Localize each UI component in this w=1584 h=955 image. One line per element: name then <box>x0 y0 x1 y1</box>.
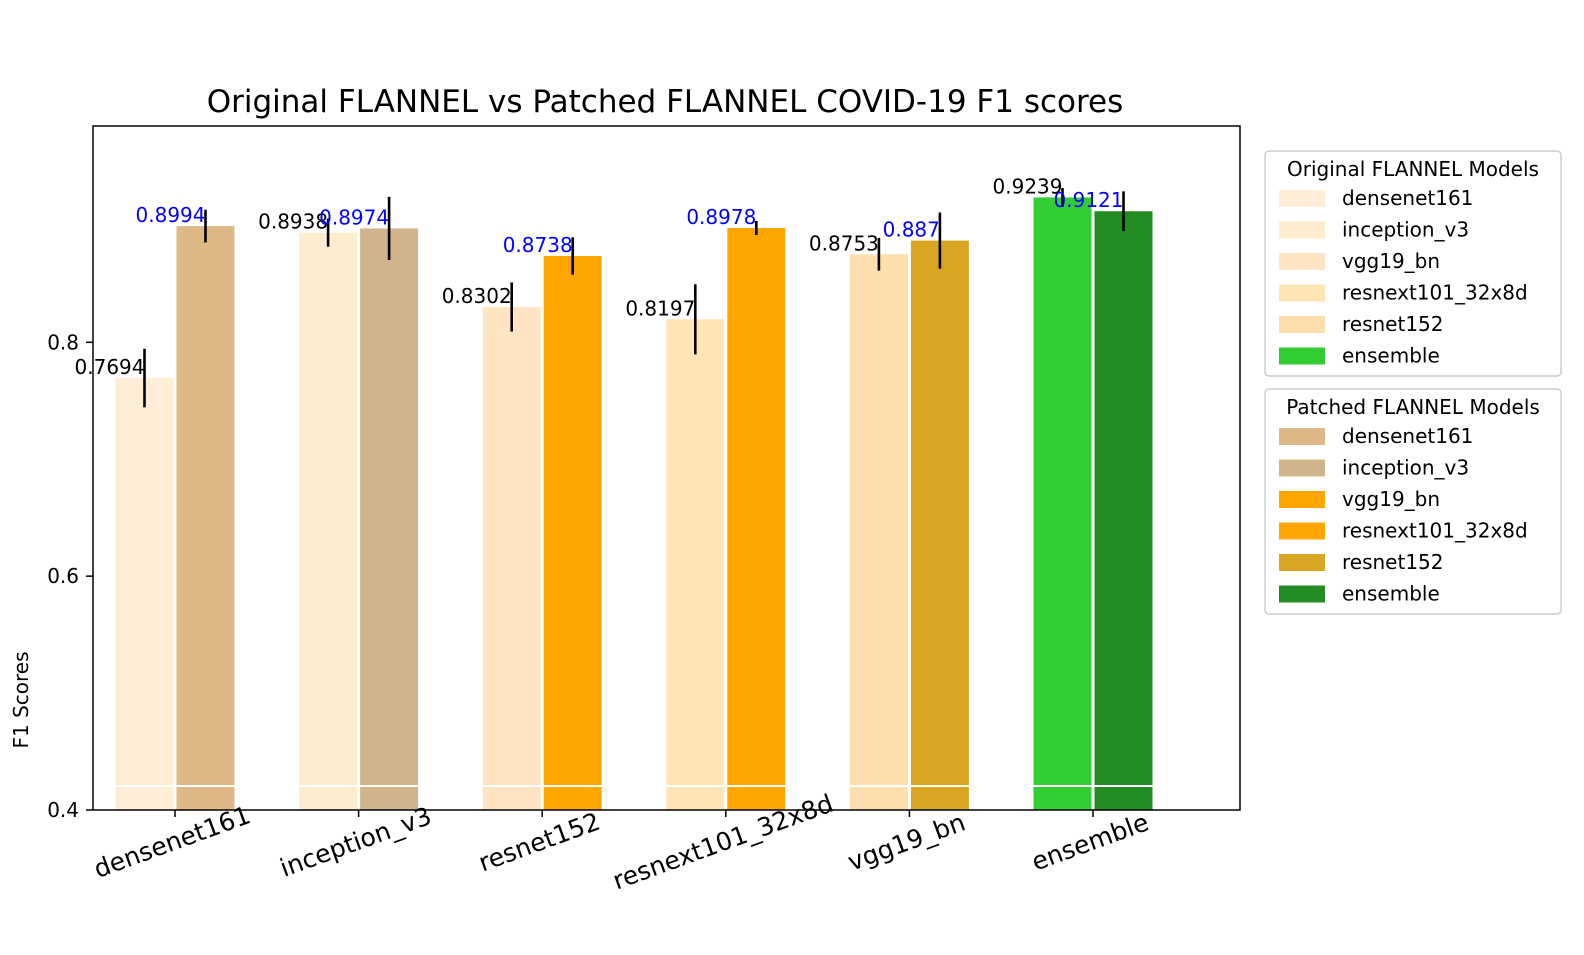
legend-label: densenet161 <box>1342 186 1473 210</box>
bar <box>543 256 602 811</box>
y-axis-label: F1 Scores <box>9 651 33 748</box>
legend-swatch <box>1279 491 1325 508</box>
legend-swatch <box>1279 554 1325 571</box>
legend-label: inception_v3 <box>1342 456 1469 480</box>
y-tick-label: 0.6 <box>47 564 79 588</box>
bar <box>849 254 908 810</box>
legend-label: ensemble <box>1342 582 1440 606</box>
data-label: 0.8994 <box>136 203 206 227</box>
bar <box>666 319 725 810</box>
bar <box>727 227 786 811</box>
legend-box <box>1264 388 1562 615</box>
legend-title: Original FLANNEL Models <box>1287 157 1539 181</box>
bar <box>299 232 358 810</box>
x-tick-label: resnet152 <box>475 807 604 878</box>
data-label: 0.9121 <box>1054 188 1124 212</box>
bar <box>1094 211 1153 810</box>
bar <box>910 240 969 811</box>
legend-box <box>1264 150 1562 377</box>
bar <box>176 226 235 810</box>
data-label: 0.8974 <box>319 205 389 229</box>
legend-swatch <box>1279 221 1325 239</box>
legend-swatch <box>1279 585 1325 603</box>
x-tick-label: densenet161 <box>90 800 254 883</box>
legend-swatch <box>1279 459 1325 477</box>
legend-swatch <box>1279 190 1325 207</box>
legend-title: Patched FLANNEL Models <box>1286 395 1540 419</box>
plot-area: 0.7694 0.8938 0.8302 0.8197 0.8753 0.9239 0.89… <box>47 125 1241 895</box>
bar <box>1033 197 1092 810</box>
legend-swatch <box>1279 316 1325 333</box>
data-label: 0.7694 <box>75 355 145 379</box>
bar <box>360 228 419 810</box>
legend-label: resnext101_32x8d <box>1342 281 1528 305</box>
y-tick-label: 0.8 <box>47 330 79 354</box>
legend-swatch <box>1279 253 1325 270</box>
x-tick-label: inception_v3 <box>276 801 435 883</box>
legend-label: ensemble <box>1342 344 1440 368</box>
data-label: 0.887 <box>883 218 940 242</box>
legend-label: vgg19_bn <box>1342 249 1440 273</box>
legend-label: resnet152 <box>1342 550 1444 574</box>
data-label: 0.8978 <box>686 205 756 229</box>
legend-label: vgg19_bn <box>1342 487 1440 511</box>
x-tick-label: ensemble <box>1028 807 1153 876</box>
data-label: 0.8738 <box>503 233 573 257</box>
legend-label: inception_v3 <box>1342 218 1469 242</box>
legend-label: densenet161 <box>1342 424 1473 448</box>
data-label: 0.8753 <box>809 231 879 255</box>
legend-swatch <box>1279 284 1325 302</box>
legend-label: resnet152 <box>1342 312 1444 336</box>
legend-swatch <box>1279 428 1325 445</box>
data-label: 0.8938 <box>258 210 328 234</box>
data-label: 0.8197 <box>625 296 695 320</box>
data-label: 0.9239 <box>993 174 1063 198</box>
legend-swatch <box>1279 347 1325 365</box>
data-label: 0.8302 <box>442 284 512 308</box>
chart-title: Original FLANNEL vs Patched FLANNEL COVI… <box>207 84 1124 120</box>
legend: Original FLANNEL Models densenet161 incept… <box>1264 150 1562 615</box>
legend-label: resnext101_32x8d <box>1342 519 1528 543</box>
bar <box>482 306 541 810</box>
bar <box>115 378 174 810</box>
legend-swatch <box>1279 522 1325 540</box>
x-tick-label: vgg19_bn <box>844 807 969 876</box>
plot-frame <box>92 125 1241 811</box>
y-tick-label: 0.4 <box>47 798 79 822</box>
